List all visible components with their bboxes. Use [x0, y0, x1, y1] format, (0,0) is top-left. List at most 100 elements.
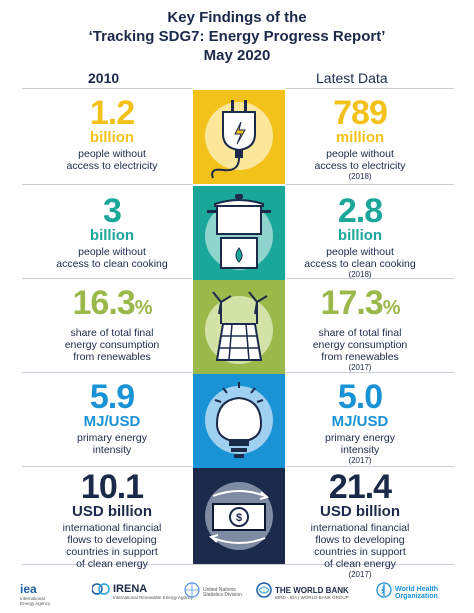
row-financial-flows: 10.1 USD billion international financial… — [0, 468, 474, 579]
title-line-2: ‘Tracking SDG7: Energy Progress Report’ — [88, 28, 386, 45]
stat-year: (2018) — [348, 270, 372, 279]
divider — [22, 372, 192, 373]
stat-desc-3: from renewables — [73, 351, 151, 363]
stat-desc-2: access to electricity — [66, 160, 158, 172]
stat-year: (2017) — [348, 570, 372, 579]
stat-year: (2017) — [348, 363, 372, 372]
who-logo-name-2: Organization — [395, 592, 438, 600]
irena-logo: IRENA International Renewable Energy Age… — [91, 582, 194, 601]
divider — [286, 466, 454, 467]
stat-latest-cooking: 2.8 billion people without access to cle… — [270, 186, 450, 280]
light-bulb-icon — [193, 374, 285, 468]
divider — [286, 278, 454, 279]
stat-desc-1: people without — [78, 148, 146, 160]
stat-desc-3: countries in support — [66, 546, 158, 558]
stat-number: 17.3 — [320, 284, 384, 322]
stat-unit: MJ/USD — [83, 413, 141, 430]
stat-value: 1.2 — [89, 94, 135, 132]
stat-desc-2: flows to developing — [67, 534, 157, 546]
iea-logo-name: iea — [20, 582, 37, 596]
stat-latest-intensity: 5.0 MJ/USD primary energy intensity (201… — [270, 374, 450, 468]
solar-wind-icon — [193, 280, 285, 374]
stat-unit: MJ/USD — [331, 413, 389, 430]
stat-year: (2017) — [348, 456, 372, 465]
divider — [286, 88, 454, 89]
stat-desc-3: countries in support — [314, 546, 406, 558]
who-logo: World Health Organization — [376, 582, 438, 603]
un-statistics-logo: United Nations Statistics Division — [184, 582, 242, 603]
stat-desc-4: of clean energy — [324, 558, 396, 570]
stat-2010-finance: 10.1 USD billion international financial… — [22, 468, 202, 570]
stat-value: 17.3% — [270, 286, 450, 325]
stat-unit: billion — [89, 227, 135, 244]
world-bank-logo-sub: IBRD · IDA | WORLD BANK GROUP — [275, 594, 349, 600]
irena-logo-name: IRENA — [113, 583, 148, 595]
plug-icon — [193, 90, 285, 184]
stat-desc-3: from renewables — [321, 351, 399, 363]
svg-text:$: $ — [236, 512, 242, 524]
divider — [22, 278, 192, 279]
stat-latest-electricity: 789 million people without access to ele… — [270, 90, 450, 184]
stat-value: 5.9 — [89, 378, 135, 416]
stat-desc-1: primary energy — [76, 432, 148, 444]
stat-desc-2: access to clean cooking — [56, 258, 168, 270]
stat-value: 10.1 — [80, 468, 144, 506]
partner-logos: iea International Energy Agency IRENA In… — [0, 578, 474, 608]
title-line-3: May 2020 — [203, 47, 271, 64]
stat-value: 21.4 — [328, 468, 392, 506]
report-title: Key Findings of the ‘Tracking SDG7: Ener… — [0, 8, 474, 65]
divider — [22, 564, 454, 565]
stat-desc-1: people without — [78, 246, 146, 258]
stat-desc-2: energy consumption — [312, 339, 408, 351]
stat-desc-1: international financial — [310, 522, 410, 534]
cooking-pot-icon — [193, 186, 285, 280]
divider — [286, 372, 454, 373]
world-bank-emblem-icon — [256, 582, 272, 603]
iea-logo: iea International Energy Agency — [20, 582, 50, 606]
divider — [22, 88, 192, 89]
stat-value: 2.8 — [337, 192, 383, 230]
stat-desc-1: people without — [326, 148, 394, 160]
stat-desc-2: intensity — [92, 444, 132, 456]
divider — [22, 184, 192, 185]
stat-latest-renewables: 17.3% share of total final energy consum… — [270, 280, 450, 374]
stat-unit: million — [335, 129, 385, 146]
stat-number: 16.3 — [72, 284, 136, 322]
stat-unit: billion — [337, 227, 383, 244]
stat-desc-2: flows to developing — [315, 534, 405, 546]
stat-2010-intensity: 5.9 MJ/USD primary energy intensity — [22, 374, 202, 468]
stat-desc-1: share of total final — [318, 327, 402, 339]
stat-2010-cooking: 3 billion people without access to clean… — [22, 186, 202, 280]
iea-logo-sub-2: Energy Agency — [20, 601, 51, 606]
divider — [286, 184, 454, 185]
un-emblem-icon — [184, 582, 200, 603]
stat-2010-renewables: 16.3% share of total final energy consum… — [22, 280, 202, 374]
irena-emblem-icon — [91, 582, 110, 601]
title-line-1: Key Findings of the — [167, 9, 307, 26]
divider — [22, 466, 192, 467]
stat-unit: billion — [89, 129, 135, 146]
column-header-2010: 2010 — [88, 70, 120, 86]
stat-value: 5.0 — [337, 378, 383, 416]
stat-value: 789 — [333, 94, 388, 132]
who-emblem-icon — [376, 582, 392, 603]
row-cooking: 3 billion people without access to clean… — [0, 186, 474, 280]
iea-logo-sub-1: International — [20, 596, 45, 601]
world-bank-logo: THE WORLD BANK IBRD · IDA | WORLD BANK G… — [256, 582, 349, 603]
stat-latest-finance: 21.4 USD billion international financial… — [270, 468, 450, 579]
un-logo-sub-2: Statistics Division — [203, 591, 242, 598]
stat-2010-electricity: 1.2 billion people without access to ele… — [22, 90, 202, 184]
stat-value: 3 — [103, 192, 122, 230]
stat-percent-sign: % — [134, 297, 153, 319]
money-flow-icon: $ — [193, 468, 285, 564]
irena-logo-sub: International Renewable Energy Agency — [113, 595, 194, 600]
row-energy-intensity: 5.9 MJ/USD primary energy intensity 5.0 … — [0, 374, 474, 468]
row-renewables: 16.3% share of total final energy consum… — [0, 280, 474, 374]
stat-desc-2: access to electricity — [314, 160, 406, 172]
stat-desc-2: energy consumption — [64, 339, 160, 351]
world-bank-logo-name: THE WORLD BANK — [275, 585, 349, 595]
stat-year: (2018) — [348, 172, 372, 181]
stat-value: 16.3% — [22, 286, 202, 325]
stat-percent-sign: % — [382, 297, 401, 319]
column-header-latest: Latest Data — [316, 70, 388, 86]
